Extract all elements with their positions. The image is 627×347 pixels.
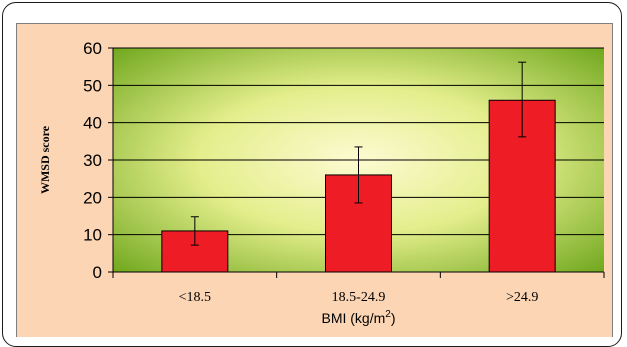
y-axis-title: WMSD score	[38, 125, 52, 194]
y-tick-label: 30	[83, 151, 102, 170]
y-tick-label: 0	[93, 263, 102, 282]
x-tick-label: >24.9	[506, 290, 538, 305]
x-tick-label: <18.5	[179, 290, 211, 305]
bar-chart: 0 10 20 30 40 50 60 <18.5 18.5-24.9 >24.9 BMI (kg…	[38, 39, 605, 326]
bar	[325, 174, 392, 273]
error-bars	[190, 61, 527, 246]
x-tick-label: 18.5-24.9	[332, 290, 386, 305]
x-axis-title: BMI (kg/m2)	[321, 309, 395, 326]
y-tick-label: 10	[83, 226, 102, 245]
tick-labels: 0 10 20 30 40 50 60 <18.5 18.5-24.9 >24.9	[83, 39, 538, 305]
y-tick-label: 50	[83, 76, 102, 95]
y-tick-label: 40	[83, 114, 102, 133]
y-tick-label: 60	[83, 39, 102, 58]
y-tick-label: 20	[83, 188, 102, 207]
